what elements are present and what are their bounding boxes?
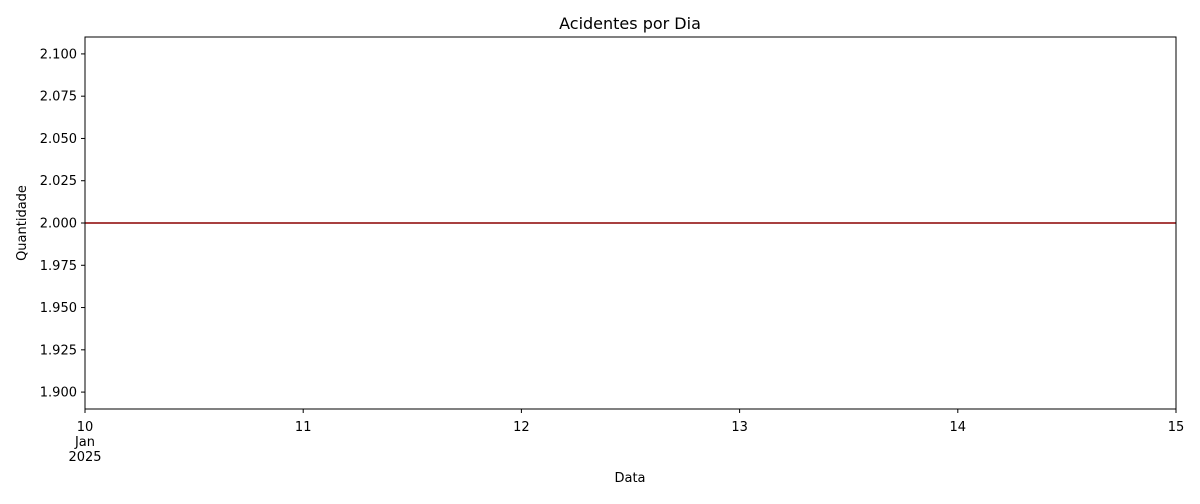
x-tick-label: 13 <box>731 420 748 435</box>
y-tick-label: 2.075 <box>40 90 77 105</box>
x-tick-label: 14 <box>950 420 967 435</box>
y-axis-label: Quantidade <box>15 185 30 261</box>
x-tick-label: 12 <box>513 420 530 435</box>
y-tick-label: 2.025 <box>40 174 77 189</box>
y-axis-ticks: 1.900 1.925 1.950 1.975 2.000 2.025 2.050 2.075… <box>40 47 85 401</box>
x-tick-label: 2025 <box>68 450 101 465</box>
plot-area <box>84 36 1177 410</box>
x-axis-label: Data <box>614 471 645 486</box>
y-tick-label: 2.000 <box>40 217 77 232</box>
y-tick-label: 1.975 <box>40 259 77 274</box>
y-tick-label: 2.050 <box>40 132 77 147</box>
y-tick-label: 1.950 <box>40 301 77 316</box>
y-tick-label: 2.100 <box>40 47 77 62</box>
x-tick-label: 15 <box>1168 420 1185 435</box>
y-tick-label: 1.925 <box>40 343 77 358</box>
chart-title: Acidentes por Dia <box>559 14 701 33</box>
x-tick-label: 11 <box>295 420 312 435</box>
x-tick-label: 10 <box>77 420 94 435</box>
x-tick-label: Jan <box>74 435 95 450</box>
y-tick-label: 1.900 <box>40 386 77 401</box>
